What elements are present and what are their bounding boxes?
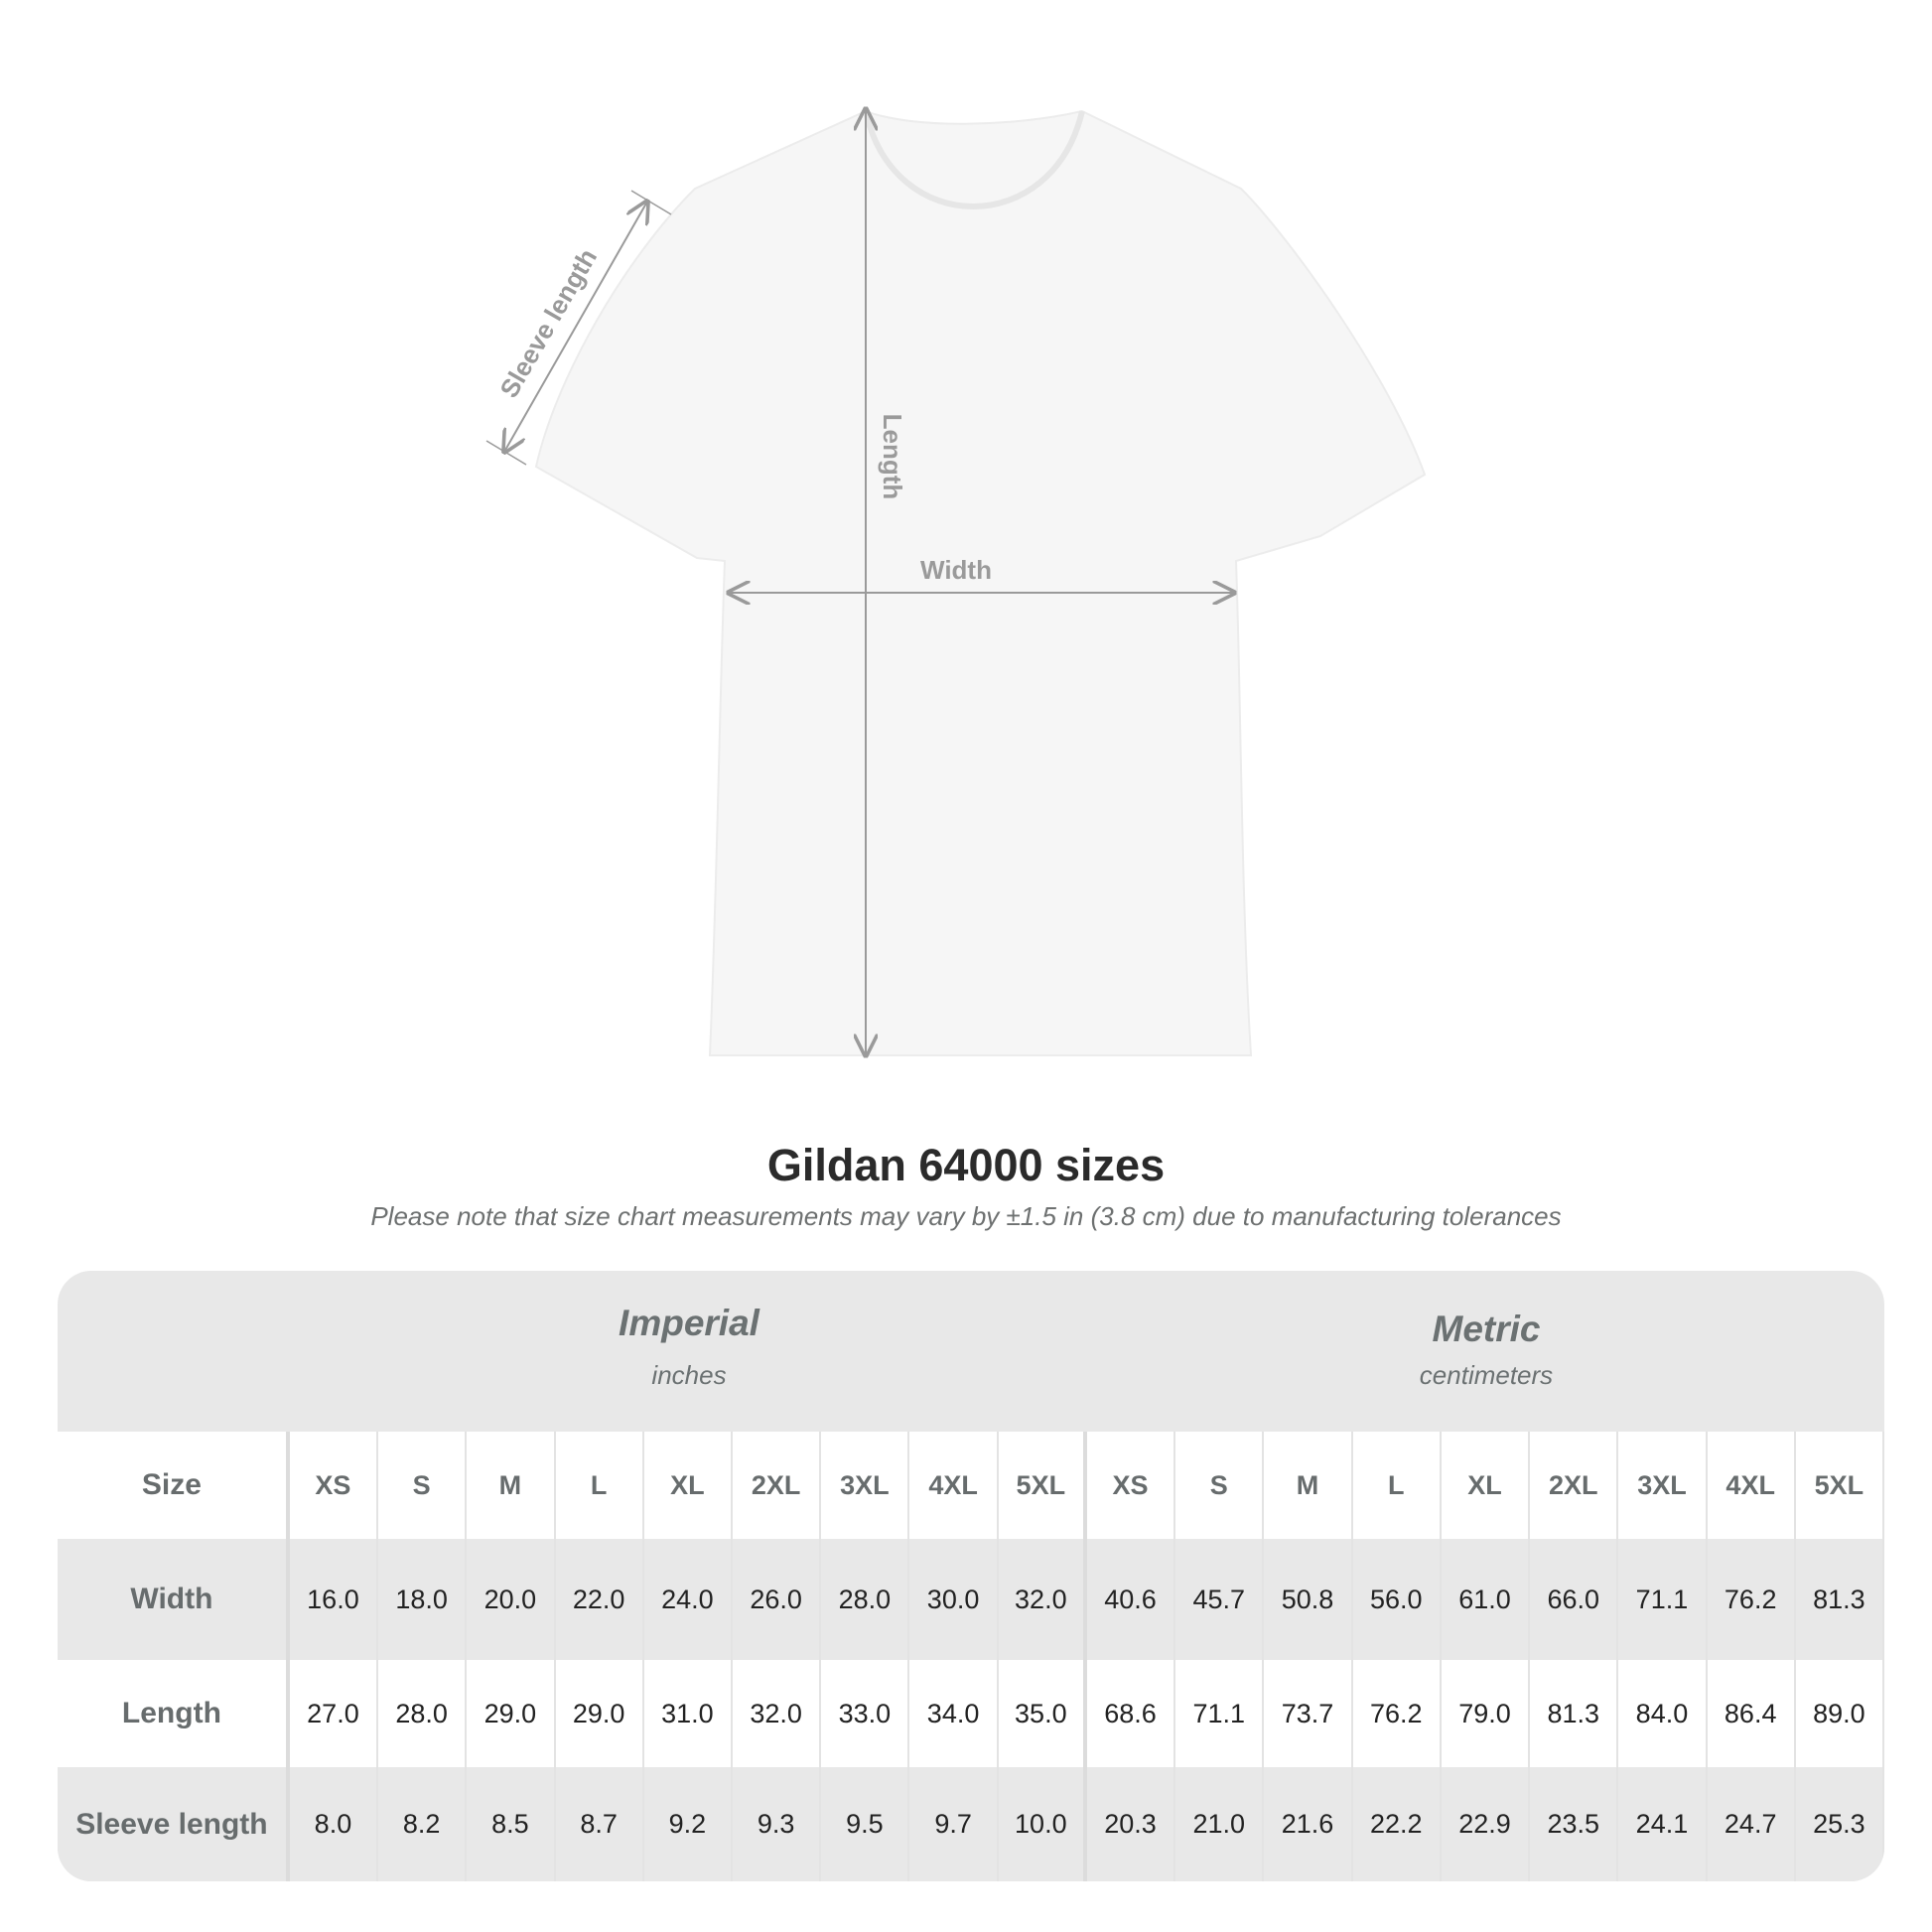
metric-value: 76.2 [1353, 1660, 1442, 1767]
size-header-metric: 2XL [1530, 1432, 1619, 1539]
imperial-value: 9.7 [909, 1767, 999, 1881]
size-header-imperial: 5XL [999, 1432, 1087, 1539]
metric-value: 71.1 [1618, 1539, 1708, 1660]
width-label: Width [920, 555, 992, 585]
metric-value: 89.0 [1796, 1660, 1884, 1767]
imperial-value: 29.0 [467, 1660, 556, 1767]
row-label: Size [58, 1432, 290, 1539]
imperial-value: 28.0 [378, 1660, 468, 1767]
sleeve-arrow [504, 202, 647, 452]
size-header-metric: XS [1087, 1432, 1176, 1539]
metric-value: 24.7 [1708, 1767, 1796, 1881]
size-header-imperial: M [467, 1432, 556, 1539]
imperial-value: 9.3 [733, 1767, 822, 1881]
imperial-value: 8.7 [556, 1767, 644, 1881]
length-label: Length [878, 414, 907, 500]
size-header-metric: S [1175, 1432, 1265, 1539]
imperial-value: 8.0 [290, 1767, 379, 1881]
imperial-value: 33.0 [821, 1660, 910, 1767]
imperial-header: Imperial inches [290, 1271, 1088, 1432]
table-row: Width 16.0 18.0 20.0 22.0 24.0 26.0 28.0 30.0 32.… [58, 1539, 1884, 1660]
sleeve-tick-top [630, 190, 672, 215]
imperial-value: 9.2 [644, 1767, 733, 1881]
metric-unit: centimeters [1419, 1360, 1554, 1390]
metric-value: 23.5 [1530, 1767, 1619, 1881]
metric-value: 84.0 [1618, 1660, 1708, 1767]
size-header-imperial: XS [290, 1432, 379, 1539]
imperial-value: 32.0 [999, 1539, 1087, 1660]
collar [863, 110, 1085, 209]
size-header-imperial: L [556, 1432, 644, 1539]
imperial-value: 26.0 [733, 1539, 822, 1660]
size-header-imperial: XL [644, 1432, 733, 1539]
metric-value: 20.3 [1087, 1767, 1176, 1881]
metric-value: 71.1 [1175, 1660, 1265, 1767]
imperial-title: Imperial [619, 1303, 759, 1343]
metric-title: Metric [1432, 1309, 1541, 1349]
imperial-value: 20.0 [467, 1539, 556, 1660]
size-header-metric: XL [1442, 1432, 1531, 1539]
metric-value: 68.6 [1087, 1660, 1176, 1767]
row-label: Width [58, 1539, 290, 1660]
metric-value: 24.1 [1618, 1767, 1708, 1881]
page-title: Gildan 64000 sizes [766, 1140, 1166, 1190]
imperial-value: 9.5 [821, 1767, 910, 1881]
size-header-imperial: 3XL [821, 1432, 910, 1539]
metric-value: 50.8 [1264, 1539, 1353, 1660]
size-header-imperial: 4XL [909, 1432, 999, 1539]
metric-value: 25.3 [1796, 1767, 1884, 1881]
imperial-value: 18.0 [378, 1539, 468, 1660]
metric-value: 81.3 [1530, 1660, 1619, 1767]
metric-value: 21.0 [1175, 1767, 1265, 1881]
metric-value: 61.0 [1442, 1539, 1531, 1660]
imperial-value: 8.5 [467, 1767, 556, 1881]
tshirt-diagram: Sleeve length Length Width [485, 0, 1427, 1092]
imperial-value: 32.0 [733, 1660, 822, 1767]
imperial-value: 31.0 [644, 1660, 733, 1767]
size-table: Imperial inches Metric centimeters Size X… [58, 1271, 1884, 1881]
table-row: Length 27.0 28.0 29.0 29.0 31.0 32.0 33.0 34.0 35… [58, 1660, 1884, 1767]
row-label: Sleeve length [58, 1767, 290, 1881]
metric-value: 45.7 [1175, 1539, 1265, 1660]
imperial-value: 24.0 [644, 1539, 733, 1660]
imperial-value: 27.0 [290, 1660, 379, 1767]
metric-value: 21.6 [1264, 1767, 1353, 1881]
size-header-metric: 5XL [1796, 1432, 1884, 1539]
metric-value: 40.6 [1087, 1539, 1176, 1660]
metric-value: 22.2 [1353, 1767, 1442, 1881]
metric-value: 81.3 [1796, 1539, 1884, 1660]
metric-header: Metric centimeters [1088, 1271, 1884, 1432]
imperial-value: 29.0 [556, 1660, 644, 1767]
imperial-value: 8.2 [378, 1767, 468, 1881]
imperial-unit: inches [651, 1360, 727, 1390]
metric-value: 79.0 [1442, 1660, 1531, 1767]
metric-value: 86.4 [1708, 1660, 1796, 1767]
size-header-metric: M [1264, 1432, 1353, 1539]
size-header-imperial: 2XL [733, 1432, 822, 1539]
imperial-value: 22.0 [556, 1539, 644, 1660]
size-header-metric: 3XL [1618, 1432, 1708, 1539]
imperial-value: 10.0 [999, 1767, 1087, 1881]
table-row: Sleeve length 8.0 8.2 8.5 8.7 9.2 9.3 9.5 9.7 10.… [58, 1767, 1884, 1881]
imperial-value: 16.0 [290, 1539, 379, 1660]
imperial-value: 35.0 [999, 1660, 1087, 1767]
sleeve-tick-bottom [485, 440, 527, 466]
size-header-imperial: S [378, 1432, 468, 1539]
size-header-metric: 4XL [1708, 1432, 1796, 1539]
imperial-value: 28.0 [821, 1539, 910, 1660]
metric-value: 73.7 [1264, 1660, 1353, 1767]
row-label: Length [58, 1660, 290, 1767]
size-header-row: Size XS S M L XL 2XL 3XL 4XL 5XL XS S M L XL 2XL 3XL 4XL 5… [58, 1432, 1884, 1539]
metric-value: 76.2 [1708, 1539, 1796, 1660]
metric-value: 22.9 [1442, 1767, 1531, 1881]
metric-value: 56.0 [1353, 1539, 1442, 1660]
imperial-value: 30.0 [909, 1539, 999, 1660]
tolerance-note: Please note that size chart measurements… [370, 1201, 1562, 1231]
size-header-metric: L [1353, 1432, 1442, 1539]
metric-value: 66.0 [1530, 1539, 1619, 1660]
imperial-value: 34.0 [909, 1660, 999, 1767]
